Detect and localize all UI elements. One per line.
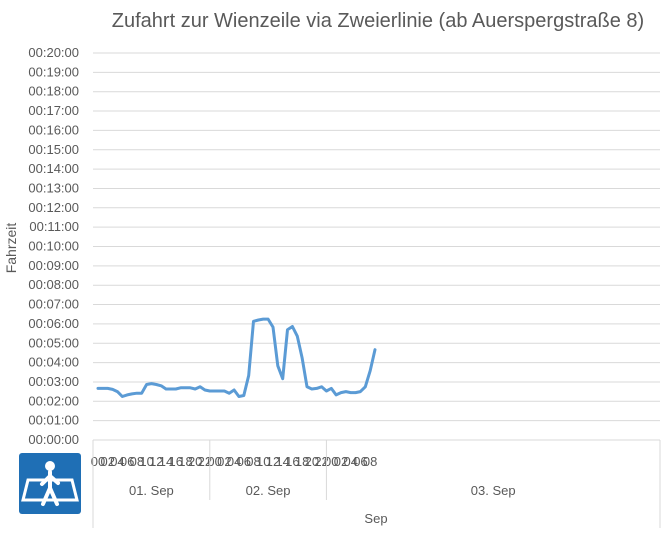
series-line bbox=[96, 317, 377, 398]
y-tick-label: 00:04:00 bbox=[28, 355, 79, 370]
x-tick-label: 06 bbox=[353, 454, 367, 469]
x-tick-label: 00 bbox=[207, 454, 221, 469]
series-layer bbox=[96, 317, 377, 398]
y-tick-label: 00:17:00 bbox=[28, 103, 79, 118]
gridlines bbox=[93, 52, 660, 441]
day-label: 01. Sep bbox=[129, 483, 174, 498]
y-tick-label: 00:01:00 bbox=[28, 413, 79, 428]
y-tick-label: 00:12:00 bbox=[28, 200, 79, 215]
y-tick-label: 00:18:00 bbox=[28, 84, 79, 99]
x-tick-label: 10 bbox=[256, 454, 270, 469]
x-tick-label: 08 bbox=[130, 454, 144, 469]
y-tick-label: 00:00:00 bbox=[28, 432, 79, 447]
y-tick-label: 00:20:00 bbox=[28, 45, 79, 60]
x-tick-label: 04 bbox=[110, 454, 124, 469]
x-tick-label: 20 bbox=[188, 454, 202, 469]
x-tick-label: 22 bbox=[198, 454, 212, 469]
x-tick-label: 08 bbox=[363, 454, 377, 469]
y-tick-label: 00:10:00 bbox=[28, 239, 79, 254]
x-tick-label: 20 bbox=[305, 454, 319, 469]
x-tick-label: 02 bbox=[100, 454, 114, 469]
x-tick-label: 18 bbox=[178, 454, 192, 469]
x-tick-label: 22 bbox=[314, 454, 328, 469]
x-tick-label: 06 bbox=[120, 454, 134, 469]
y-axis-label: Fahrzeit bbox=[3, 223, 19, 274]
x-tick-label: 10 bbox=[139, 454, 153, 469]
x-tick-label: 00 bbox=[91, 454, 105, 469]
x-tick-label: 14 bbox=[275, 454, 289, 469]
x-tick-label: 08 bbox=[246, 454, 260, 469]
y-tick-label: 00:03:00 bbox=[28, 374, 79, 389]
x-tick-label: 18 bbox=[295, 454, 309, 469]
x-tick-label: 02 bbox=[217, 454, 231, 469]
y-tick-label: 00:16:00 bbox=[28, 122, 79, 137]
y-tick-label: 00:06:00 bbox=[28, 316, 79, 331]
day-label: 02. Sep bbox=[246, 483, 291, 498]
y-tick-label: 00:13:00 bbox=[28, 180, 79, 195]
y-tick-label: 00:09:00 bbox=[28, 258, 79, 273]
x-tick-label: 16 bbox=[169, 454, 183, 469]
y-tick-label: 00:07:00 bbox=[28, 297, 79, 312]
y-tick-label: 00:02:00 bbox=[28, 393, 79, 408]
x-tick-label: 16 bbox=[285, 454, 299, 469]
y-tick-label: 00:14:00 bbox=[28, 161, 79, 176]
x-tick-label: 02 bbox=[334, 454, 348, 469]
chart-title: Zufahrt zur Wienzeile via Zweierlinie (a… bbox=[112, 10, 644, 32]
day-label: 03. Sep bbox=[471, 483, 516, 498]
y-tick-label: 00:15:00 bbox=[28, 142, 79, 157]
x-tick-label: 14 bbox=[159, 454, 173, 469]
y-tick-labels: 00:00:00 00:01:00 00:02:00 00:03:00 00:04:00… bbox=[28, 45, 79, 447]
x-tick-label: 04 bbox=[227, 454, 241, 469]
x-tick-label: 12 bbox=[266, 454, 280, 469]
y-tick-label: 00:05:00 bbox=[28, 335, 79, 350]
x-axis-label: Sep bbox=[364, 511, 387, 526]
y-tick-label: 00:08:00 bbox=[28, 277, 79, 292]
x-tick-label: 12 bbox=[149, 454, 163, 469]
y-tick-label: 00:11:00 bbox=[29, 219, 79, 234]
x-tick-label: 00 bbox=[324, 454, 338, 469]
pedestrian-crossing-icon bbox=[19, 453, 81, 514]
x-tick-label: 04 bbox=[343, 454, 357, 469]
y-tick-label: 00:19:00 bbox=[28, 64, 79, 79]
x-tick-label: 06 bbox=[237, 454, 251, 469]
